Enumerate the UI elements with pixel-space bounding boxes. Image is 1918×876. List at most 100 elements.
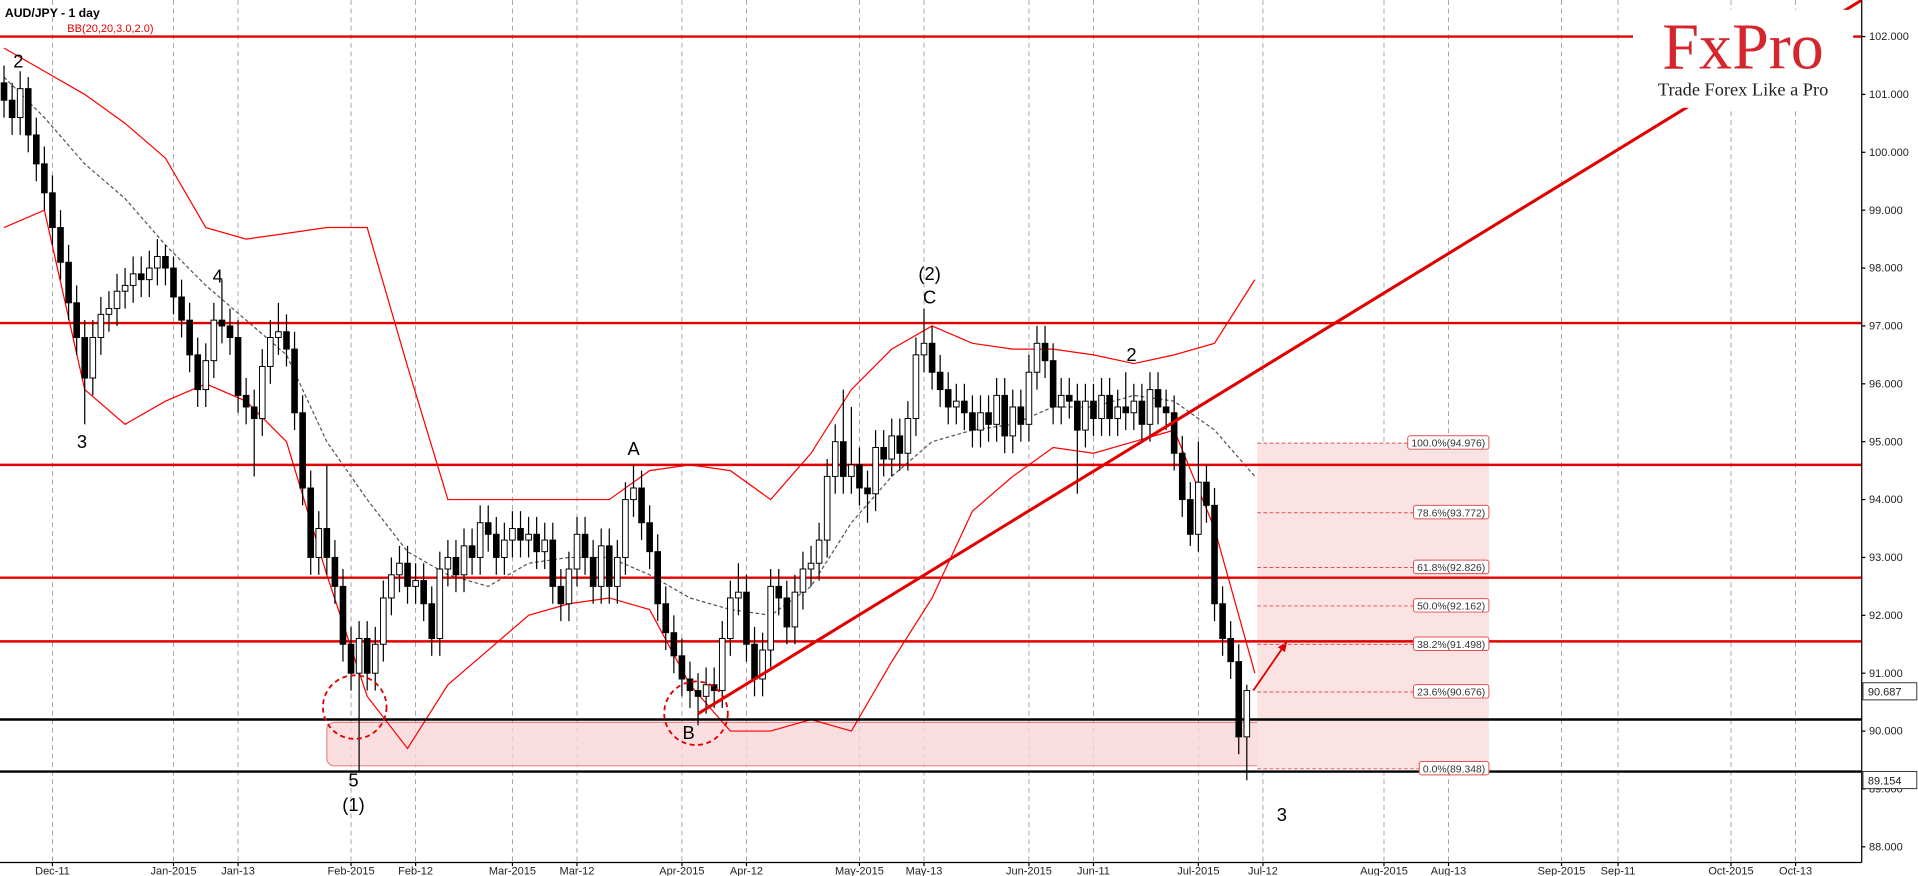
- candle-body: [977, 412, 984, 431]
- price-marker-box: [1862, 770, 1918, 790]
- price-marker-box: [1862, 682, 1918, 701]
- candle-body: [718, 637, 726, 692]
- levels: [0, 35, 1862, 773]
- candle-body: [581, 533, 589, 558]
- y-tick-label: 101.000: [1869, 89, 1909, 101]
- candle-body: [944, 389, 952, 408]
- candle-body: [178, 296, 185, 321]
- candle-body: [565, 568, 573, 605]
- candle-body: [654, 551, 662, 605]
- y-tick-label: 102.000: [1869, 31, 1909, 43]
- candle-body: [799, 568, 807, 593]
- candle-body: [775, 585, 783, 599]
- candle-body: [218, 319, 226, 327]
- candle-body: [1195, 481, 1202, 535]
- candle-body: [912, 354, 920, 420]
- support-zone: [326, 721, 1321, 767]
- x-tick-label: Oct-2015: [1708, 866, 1753, 876]
- x-tick-label: Apr-12: [730, 866, 763, 876]
- candle-body: [250, 406, 258, 420]
- candle-body: [823, 475, 831, 541]
- fib-label: 50.0%(92.162): [1417, 602, 1485, 613]
- candle-body: [41, 163, 48, 194]
- candle-body: [1154, 389, 1162, 408]
- candle-body: [993, 394, 1000, 425]
- candle-body: [864, 487, 871, 495]
- candle-body: [525, 533, 532, 541]
- x-tick-label: Jun-11: [1077, 866, 1110, 876]
- wave-label: 3: [77, 431, 87, 452]
- chart-title: AUD/JPY - 1 day: [5, 6, 100, 20]
- logo-tagline: Trade Forex Like a Pro: [1658, 80, 1828, 100]
- wave-label: (2): [918, 263, 940, 284]
- candle-body: [105, 308, 113, 315]
- y-tick-label: 99.000: [1869, 205, 1903, 217]
- annotations-front: 100.0%(94.976) 78.6%(93.772) 61.8%(92.826)…: [13, 0, 1863, 825]
- candle-body: [840, 441, 847, 477]
- x-tick-label: Mar-2015: [489, 866, 536, 876]
- candle-body: [815, 539, 823, 564]
- candle-body: [614, 556, 621, 587]
- price-marker-label: 90.687: [1868, 687, 1902, 699]
- candle-body: [630, 487, 637, 501]
- candle-body: [331, 556, 339, 587]
- candle-body: [57, 227, 64, 263]
- candle-body: [1098, 394, 1105, 420]
- bollinger-lower: [3, 209, 1256, 750]
- candle-body: [1130, 400, 1138, 414]
- candle-body: [299, 412, 306, 489]
- wave-label: 5: [348, 770, 358, 791]
- trendline: [697, 0, 1863, 716]
- candle-body: [509, 528, 516, 541]
- fib-label-box: [1413, 504, 1490, 520]
- candle-body: [1203, 481, 1210, 506]
- candle-body: [541, 539, 549, 553]
- x-tick-label: Jun-2015: [1006, 866, 1052, 876]
- candle-body: [605, 545, 613, 587]
- candle-body: [444, 556, 452, 570]
- x-tick-label: Sep-11: [1601, 866, 1636, 876]
- candle-body: [1106, 394, 1113, 420]
- candle-body: [1074, 400, 1081, 431]
- candle-body: [856, 464, 863, 489]
- candle-body: [307, 487, 314, 558]
- candle-body: [807, 562, 815, 570]
- fib-label: 100.0%(94.976): [1411, 439, 1485, 450]
- fib-label-box: [1413, 598, 1490, 613]
- x-tick-label: Feb-2015: [327, 866, 374, 876]
- grid: [52, 0, 1796, 863]
- candle-body: [533, 533, 540, 553]
- candle-body: [896, 435, 904, 454]
- candle-body: [428, 603, 436, 639]
- candle-body: [0, 82, 8, 101]
- wave-label: B: [683, 722, 695, 743]
- highlight-circle: [322, 674, 388, 740]
- candle-body: [242, 394, 250, 408]
- candle-body: [388, 574, 395, 599]
- candle-body: [347, 643, 355, 674]
- candle-body: [97, 313, 105, 339]
- candle-body: [573, 533, 581, 570]
- y-tick-label: 95.000: [1869, 436, 1903, 448]
- x-tick-label: Feb-12: [398, 866, 433, 876]
- candle-body: [928, 342, 936, 373]
- fib-label-box: [1418, 760, 1490, 776]
- candle-body: [1187, 499, 1194, 535]
- candle-body: [412, 580, 419, 587]
- candle-body: [396, 562, 403, 576]
- candle-body: [460, 545, 468, 576]
- y-tick-label: 88.000: [1869, 841, 1903, 853]
- candle-body: [170, 267, 177, 298]
- candle-body: [355, 637, 363, 674]
- fib-label-box: [1413, 636, 1490, 651]
- candle-body: [1235, 661, 1243, 738]
- fib-label-box: [1413, 559, 1490, 575]
- candle-body: [145, 267, 153, 281]
- candle-body: [952, 400, 960, 408]
- wave-label: 3: [1277, 804, 1287, 825]
- fib-label-box: [1413, 684, 1490, 699]
- candle-body: [751, 643, 758, 680]
- x-tick-label: Sep-2015: [1538, 866, 1586, 876]
